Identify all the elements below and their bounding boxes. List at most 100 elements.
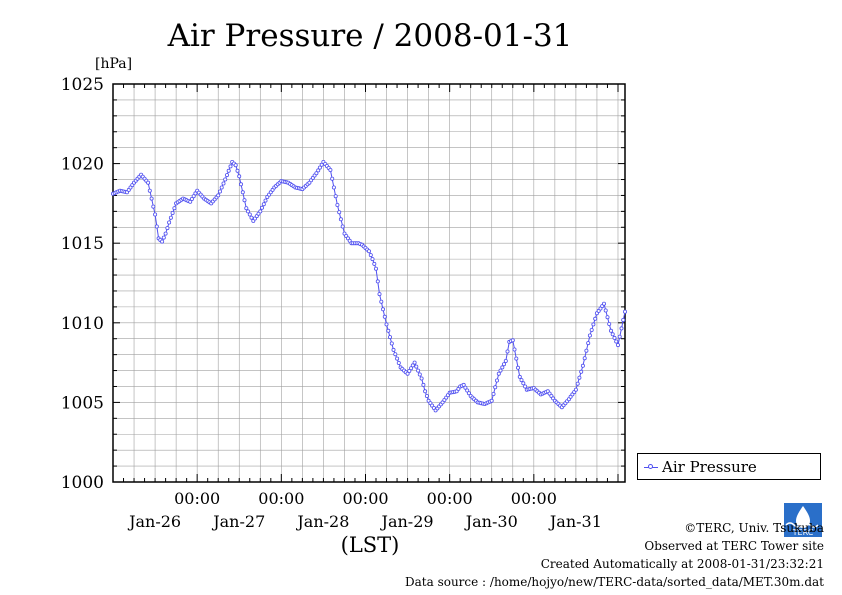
data-point bbox=[463, 385, 468, 390]
data-point bbox=[619, 326, 624, 331]
data-point bbox=[163, 231, 168, 236]
y-tick-label: 1020 bbox=[61, 155, 104, 175]
grid-lines bbox=[113, 84, 625, 482]
data-point bbox=[372, 261, 377, 266]
data-point bbox=[580, 363, 585, 368]
y-tick-label: 1000 bbox=[61, 473, 104, 493]
y-tick-label: 1015 bbox=[61, 234, 104, 254]
data-point bbox=[461, 382, 466, 387]
data-point bbox=[616, 343, 621, 348]
data-point bbox=[409, 366, 414, 371]
data-point bbox=[416, 368, 421, 373]
data-point bbox=[375, 279, 380, 284]
x-axis-label: (LST) bbox=[341, 533, 400, 557]
legend-label: Air Pressure bbox=[662, 458, 757, 476]
data-point bbox=[319, 162, 324, 167]
data-point bbox=[575, 381, 580, 386]
data-point bbox=[466, 391, 471, 396]
data-point bbox=[261, 202, 266, 207]
x-tick-time-label: 00:00 bbox=[511, 489, 557, 508]
data-point bbox=[154, 224, 159, 229]
y-axis: 1000 1005 1010 1015 1020 1025 bbox=[61, 75, 625, 493]
y-tick-label: 1010 bbox=[61, 314, 104, 334]
data-point bbox=[393, 352, 398, 357]
data-point bbox=[621, 317, 626, 322]
data-point bbox=[496, 371, 501, 376]
data-point bbox=[395, 356, 400, 361]
data-point bbox=[503, 358, 508, 363]
data-point bbox=[167, 220, 172, 225]
data-point bbox=[423, 389, 428, 394]
y-tick-label: 1005 bbox=[61, 393, 104, 413]
data-point bbox=[189, 196, 194, 201]
data-point bbox=[151, 204, 156, 209]
x-tick-time-label: 00:00 bbox=[258, 489, 304, 508]
logo-text: TERC bbox=[792, 528, 814, 537]
data-point bbox=[233, 163, 238, 168]
legend: Air Pressure bbox=[637, 453, 821, 480]
data-point bbox=[240, 190, 245, 195]
data-point bbox=[410, 363, 415, 368]
data-point bbox=[172, 206, 177, 211]
data-point bbox=[335, 202, 340, 207]
terc-logo-icon: TERC bbox=[784, 503, 822, 537]
data-point bbox=[249, 215, 254, 220]
data-point bbox=[170, 210, 175, 215]
credit-copyright: ©TERC, Univ. Tsukuba bbox=[684, 521, 824, 535]
data-point bbox=[612, 335, 617, 340]
data-point bbox=[424, 393, 429, 398]
data-point bbox=[160, 239, 165, 244]
series-group bbox=[111, 159, 628, 413]
data-point bbox=[238, 182, 243, 187]
y-tick-label: 1025 bbox=[61, 75, 104, 95]
data-point bbox=[494, 378, 499, 383]
data-point bbox=[498, 368, 503, 373]
data-point bbox=[523, 384, 528, 389]
data-point bbox=[396, 360, 401, 365]
x-tick-time-label: 00:00 bbox=[427, 489, 473, 508]
data-point bbox=[593, 316, 598, 321]
data-point bbox=[412, 360, 417, 365]
data-point bbox=[516, 365, 521, 370]
x-tick-date-label: Jan-26 bbox=[127, 512, 181, 531]
data-point bbox=[380, 307, 385, 312]
data-point bbox=[161, 235, 166, 240]
data-point bbox=[245, 209, 250, 214]
x-tick-date-label: Jan-31 bbox=[548, 512, 602, 531]
data-point bbox=[219, 185, 224, 190]
data-point bbox=[591, 322, 596, 327]
data-point bbox=[149, 196, 154, 201]
x-tick-date-label: Jan-29 bbox=[380, 512, 434, 531]
data-point bbox=[224, 173, 229, 178]
data-point bbox=[386, 328, 391, 333]
data-point bbox=[338, 217, 343, 222]
data-point bbox=[263, 198, 268, 203]
data-point bbox=[607, 321, 612, 326]
data-point bbox=[489, 398, 494, 403]
data-point bbox=[340, 224, 345, 229]
series-line bbox=[112, 161, 626, 412]
chart-title: Air Pressure / 2008-01-31 bbox=[167, 18, 573, 54]
data-point bbox=[165, 226, 170, 231]
data-point bbox=[258, 209, 263, 214]
data-point bbox=[519, 378, 524, 383]
data-point bbox=[391, 347, 396, 352]
data-point bbox=[602, 301, 607, 306]
x-tick-date-label: Jan-30 bbox=[464, 512, 518, 531]
data-point bbox=[370, 257, 375, 262]
data-point bbox=[244, 206, 249, 211]
x-tick-time-label: 00:00 bbox=[174, 489, 220, 508]
data-point bbox=[577, 375, 582, 380]
data-point bbox=[382, 314, 387, 319]
data-point bbox=[259, 205, 264, 210]
data-point bbox=[193, 191, 198, 196]
data-point bbox=[510, 338, 515, 343]
data-point bbox=[603, 308, 608, 313]
data-point bbox=[617, 334, 622, 339]
data-point bbox=[501, 362, 506, 367]
y-axis-label: [hPa] bbox=[95, 56, 132, 72]
data-point bbox=[247, 212, 252, 217]
data-point bbox=[605, 315, 610, 320]
data-point bbox=[609, 328, 614, 333]
data-point bbox=[328, 167, 333, 172]
